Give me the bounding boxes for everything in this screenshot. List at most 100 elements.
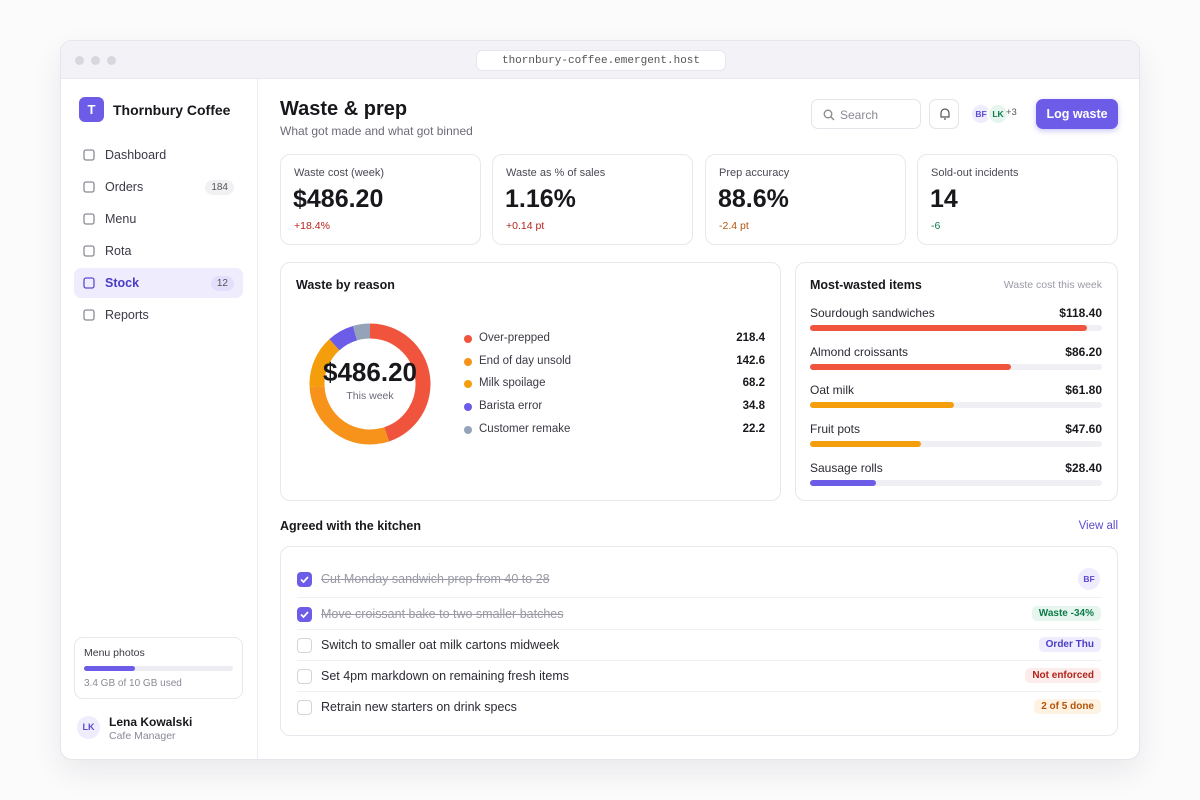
nav-item[interactable]: Menu [74, 204, 243, 234]
bar [810, 479, 877, 486]
row-divider [297, 629, 1102, 630]
url: thornbury-coffee.emergent.host [501, 55, 701, 67]
legend-label: Customer remake [479, 422, 571, 435]
nav-icon [83, 149, 95, 161]
task-text: Set 4pm markdown on remaining fresh item… [321, 669, 570, 683]
avatar: LK [987, 103, 1009, 125]
bar-track [810, 479, 1102, 486]
kpi-label: Sold-out incidents [931, 167, 1019, 179]
legend-dot [464, 380, 472, 389]
avatar: BF [970, 103, 992, 125]
kpi-value: $486.20 [293, 185, 384, 213]
checkbox[interactable] [297, 700, 312, 715]
bar-track [810, 402, 1102, 409]
legend-value: 22.2 [742, 422, 765, 435]
log-waste-button[interactable]: Log waste [1036, 99, 1118, 129]
bar [810, 363, 1012, 370]
item-value: $118.40 [1059, 306, 1102, 320]
user-name: Lena Kowalski [109, 715, 193, 729]
nav-item[interactable]: Orders 184 [74, 172, 243, 202]
legend-value: 34.8 [742, 400, 765, 413]
view-all-link[interactable]: View all [1078, 520, 1118, 532]
storage-card [74, 637, 243, 699]
storage-track [84, 666, 233, 671]
donut-segment [309, 339, 340, 387]
donut-chart [309, 323, 431, 445]
icon-shape [83, 277, 95, 289]
item-name: Fruit pots [810, 422, 861, 437]
checkbox[interactable] [297, 607, 312, 622]
legend-label: Barista error [479, 400, 543, 413]
search-icon [823, 109, 835, 121]
item-value: $47.60 [1065, 422, 1102, 437]
donut-segment [329, 325, 358, 351]
item-name: Oat milk [810, 383, 855, 398]
legend-dot [464, 357, 472, 366]
bar [810, 441, 922, 448]
legend-label: End of day unsold [479, 354, 572, 367]
item-value: $61.80 [1065, 383, 1102, 398]
kpi-delta: -6 [931, 220, 941, 232]
checkbox[interactable] [297, 669, 312, 684]
task-text: Switch to smaller oat milk cartons midwe… [321, 638, 560, 652]
donut-center-label: This week [346, 390, 394, 402]
item-name: Sausage rolls [810, 460, 883, 475]
icon-shape [83, 149, 95, 161]
task-text: Cut Monday sandwich prep from 40 to 28 [321, 572, 550, 586]
nav-label: Orders [105, 180, 144, 194]
page-subtitle: What got made and what got binned [280, 124, 473, 138]
bell-icon [940, 108, 950, 120]
search-placeholder: Search [840, 108, 879, 122]
notifications-button[interactable] [929, 99, 959, 129]
kpi-value: 88.6% [718, 185, 789, 213]
kpi-label: Prep accuracy [719, 167, 790, 179]
legend-dot [464, 403, 472, 412]
check-mark [300, 611, 309, 619]
task-tag: 2 of 5 done [1034, 699, 1101, 714]
donut-segment [369, 323, 431, 442]
most-wasted-card [795, 262, 1118, 501]
storage-title: Menu photos [84, 647, 145, 659]
nav-item[interactable]: Dashboard [74, 140, 243, 170]
kpi-value: 1.16% [505, 185, 576, 213]
kpi-label: Waste cost (week) [294, 167, 385, 179]
checkbox[interactable] [297, 572, 312, 587]
card-title: Most-wasted items [810, 278, 922, 292]
nav-item[interactable]: Stock 12 [74, 268, 243, 298]
check-icon [300, 576, 309, 584]
legend-label: Milk spoilage [479, 377, 546, 390]
legend-value: 218.4 [736, 332, 765, 344]
nav-item[interactable]: Reports [74, 300, 243, 330]
storage-label: 3.4 GB of 10 GB used [84, 678, 182, 689]
window-dot [91, 56, 100, 65]
window-dot [107, 56, 116, 65]
task-tag: Not enforced [1025, 668, 1101, 683]
icon-shape [83, 309, 95, 321]
icon-shape [83, 213, 95, 225]
browser-bar: thornbury-coffee.emergent.host [61, 41, 1139, 79]
task-tag: Order Thu [1038, 637, 1101, 652]
nav-label: Dashboard [105, 148, 167, 162]
nav-label: Rota [105, 244, 132, 258]
row-divider [297, 691, 1102, 692]
url-bar[interactable]: thornbury-coffee.emergent.host [476, 50, 726, 71]
user-avatar: LK [77, 716, 100, 739]
nav-icon [83, 245, 95, 257]
icon-shape [83, 181, 95, 193]
checkbox[interactable] [297, 638, 312, 653]
brand-name: Thornbury Coffee [113, 102, 231, 118]
legend-label: Over-prepped [479, 332, 550, 344]
nav-label: Menu [105, 212, 137, 226]
window-dot [75, 56, 84, 65]
search-box[interactable]: Search [811, 99, 921, 129]
row-divider [297, 597, 1102, 598]
check-mark [300, 576, 309, 584]
nav-item[interactable]: Rota [74, 236, 243, 266]
section-title: Agreed with the kitchen [280, 519, 421, 533]
legend-dot [464, 335, 472, 343]
icon-shape [83, 245, 95, 257]
kpi-delta: +0.14 pt [506, 220, 545, 232]
kpi-delta: -2.4 pt [719, 220, 749, 232]
nav-label: Reports [105, 308, 149, 322]
